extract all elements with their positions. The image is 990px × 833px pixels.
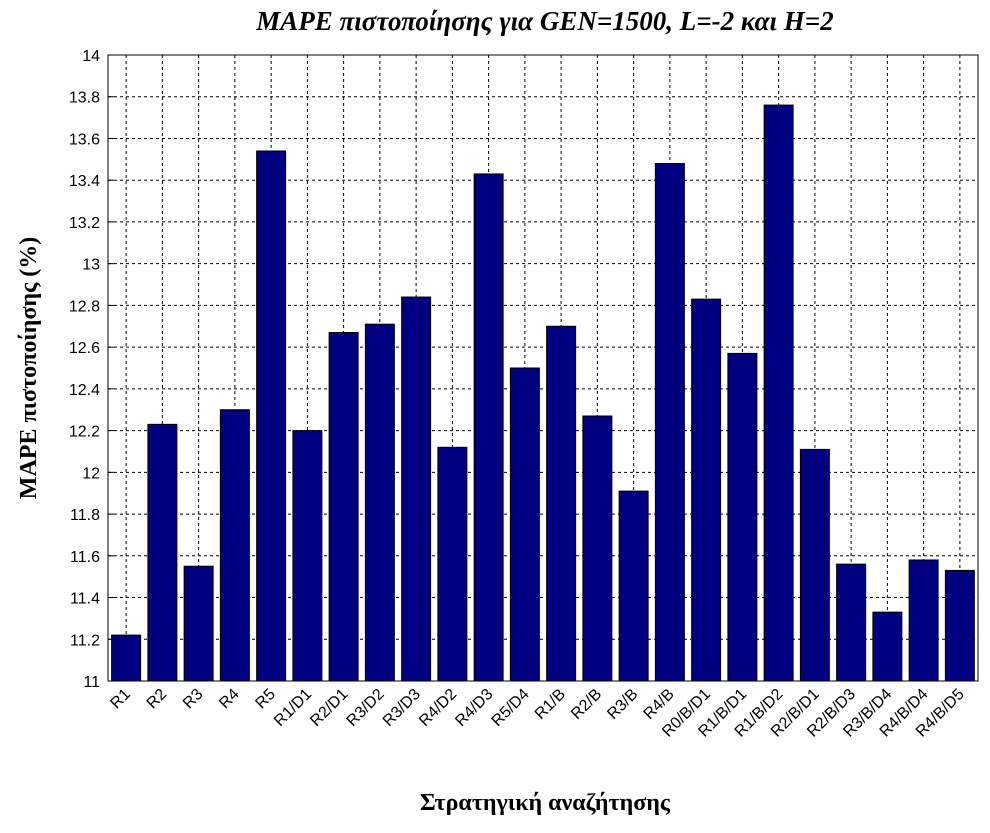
bar — [147, 423, 178, 682]
bar — [799, 448, 830, 682]
bar — [908, 559, 939, 682]
bar — [582, 415, 613, 682]
x-tick-label: R4/D3 — [452, 686, 496, 730]
y-tick-label: 11 — [83, 674, 100, 691]
bar — [401, 296, 432, 682]
bar — [437, 446, 468, 682]
y-tick-label: 12 — [82, 465, 100, 482]
plot-area — [108, 55, 978, 681]
x-tick-label: R2/D1 — [307, 686, 351, 730]
x-tick-label: R2 — [144, 686, 171, 713]
bar — [836, 563, 867, 682]
y-tick-label: 13 — [82, 257, 100, 274]
chart-title: MAPE πιστοποίησης για GEN=1500, L=-2 και… — [255, 6, 833, 36]
y-tick-label: 13.4 — [69, 173, 100, 190]
x-tick-label: R1/D1 — [271, 686, 315, 730]
bar — [183, 565, 214, 682]
bar — [727, 352, 758, 682]
x-tick-label: R3/D3 — [380, 686, 424, 730]
x-tick-label: R4/D2 — [416, 686, 460, 730]
bar — [111, 634, 142, 682]
y-tick-label: 11.4 — [70, 591, 100, 608]
x-tick-label: R1 — [107, 686, 134, 713]
bar — [219, 409, 250, 682]
bar — [546, 325, 577, 682]
bar — [328, 332, 359, 682]
bar — [292, 430, 323, 682]
bar — [654, 163, 685, 682]
bar — [691, 298, 722, 682]
y-tick-label: 13.6 — [69, 131, 100, 148]
x-axis-label: Στρατηγική αναζήτησης — [420, 790, 671, 816]
bar — [944, 569, 975, 682]
y-axis-label: MAPE πιστοποίησης (%) — [16, 237, 42, 499]
y-tick-label: 11.6 — [70, 549, 100, 566]
y-tick-label: 13.2 — [69, 215, 100, 232]
bar — [872, 611, 903, 682]
x-tick-label: R1/B — [532, 686, 569, 723]
x-tick-label: R3 — [180, 686, 207, 713]
x-tick-label: R5 — [252, 686, 279, 713]
y-tick-label: 12.6 — [69, 340, 100, 357]
y-tick-label: 11.2 — [70, 632, 100, 649]
bar — [763, 104, 794, 682]
x-tick-label: R3/B — [604, 686, 641, 723]
bar — [473, 173, 504, 682]
y-tick-label: 12.8 — [69, 298, 100, 315]
x-tick-label: R5/D4 — [489, 686, 533, 730]
y-tick-label: 11.8 — [70, 507, 100, 524]
y-tick-label: 12.4 — [69, 382, 100, 399]
bar — [256, 150, 287, 682]
x-tick-label: R4 — [216, 686, 243, 713]
bar — [509, 367, 540, 682]
plot-frame — [107, 54, 979, 682]
bar — [364, 323, 395, 682]
x-tick-label: R3/D2 — [344, 686, 388, 730]
y-tick-label: 13.8 — [69, 90, 100, 107]
bar — [618, 490, 649, 682]
y-tick-label: 12.2 — [69, 424, 100, 441]
y-tick-label: 14 — [82, 48, 100, 65]
x-tick-label: R2/B — [568, 686, 605, 723]
